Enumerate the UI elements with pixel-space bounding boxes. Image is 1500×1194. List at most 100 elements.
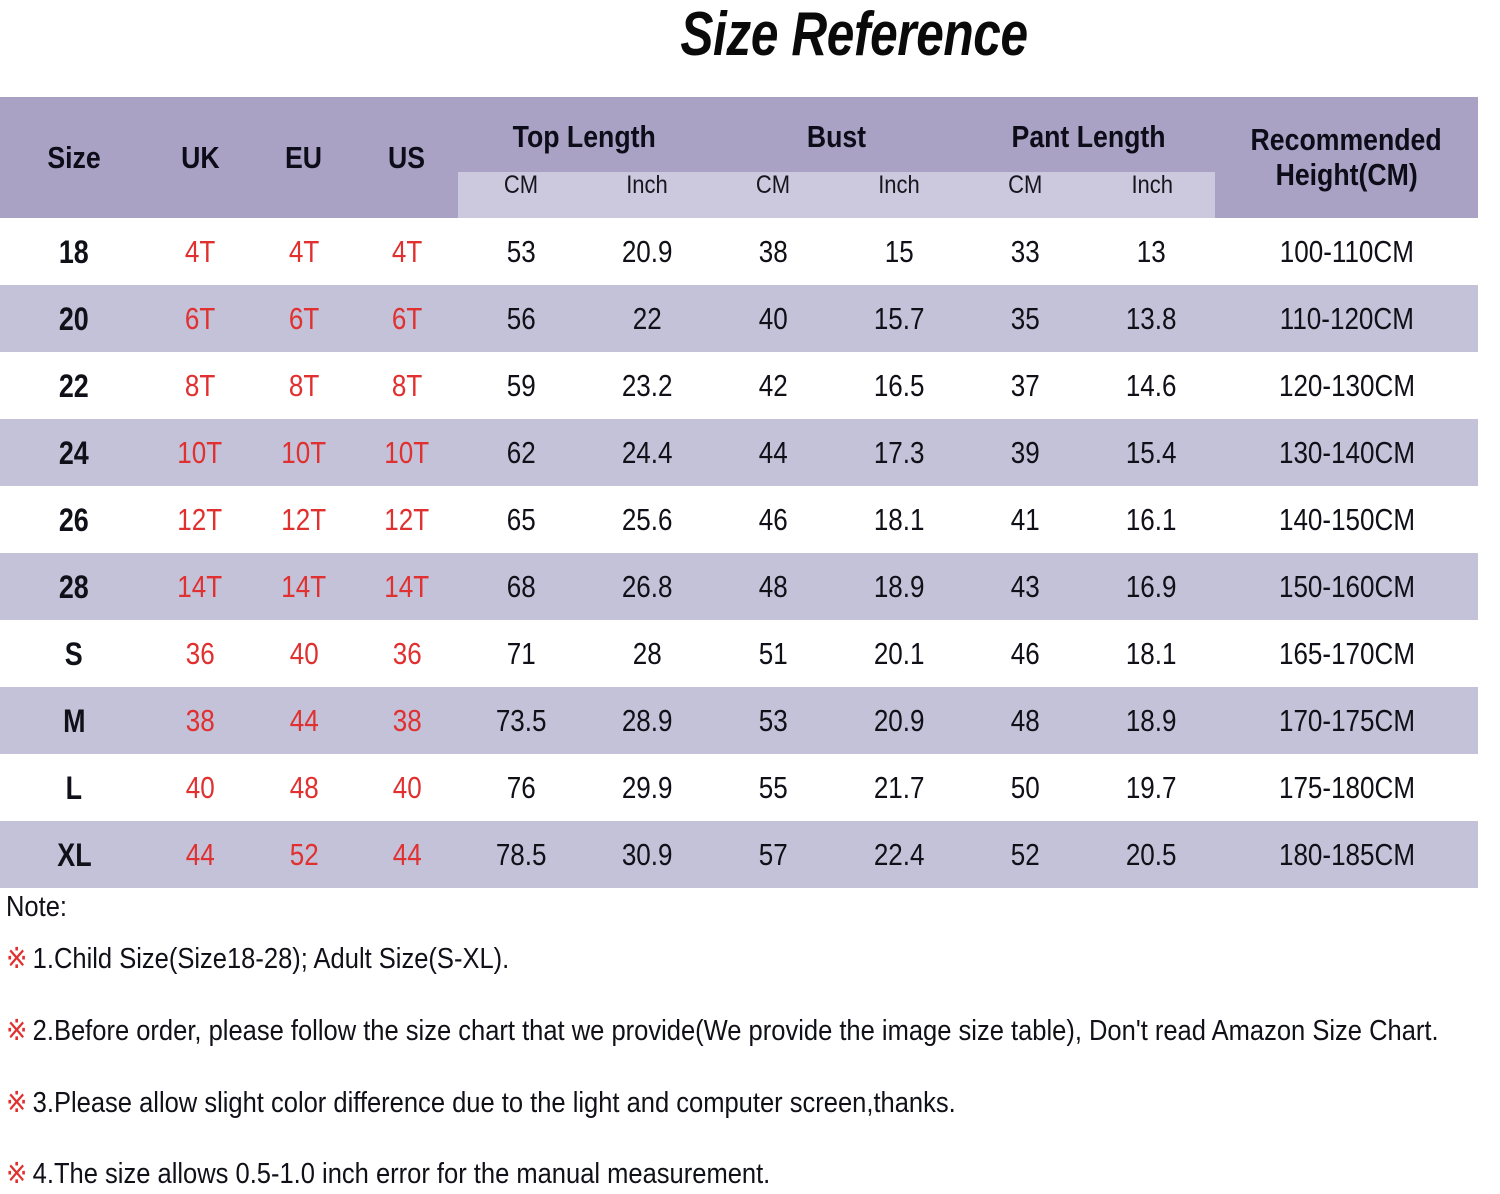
table-row: 18 4T 4T 4T 53 20.9 38 15 33 13 100-110CM	[0, 218, 1478, 285]
cell-bust-inch: 17.3	[873, 434, 925, 470]
size-reference-table: Size UK EU US Top Length CM Inch	[0, 97, 1478, 888]
cell-bust-cm: 40	[758, 300, 788, 336]
cell-bust: 46 18.1	[710, 502, 962, 538]
cell-pant-length-inch: 20.5	[1125, 836, 1177, 872]
cell-eu: 10T	[281, 435, 327, 470]
cell-recommended-height: 120-130CM	[1278, 368, 1415, 403]
cell-top-length-cm: 73.5	[495, 702, 547, 738]
cell-recommended-height: 180-185CM	[1278, 837, 1415, 872]
cell-top-length-inch: 29.9	[621, 769, 673, 805]
cell-bust-inch: 16.5	[873, 367, 925, 403]
cell-pant-length-cm: 39	[1010, 434, 1040, 470]
cell-bust-inch: 22.4	[873, 836, 925, 872]
cell-eu: 6T	[288, 301, 320, 336]
header-us: US	[388, 139, 426, 175]
header-recommended-height: Recommended Height(CM)	[1250, 121, 1443, 192]
cell-bust: 53 20.9	[710, 703, 962, 739]
cell-bust: 38 15	[710, 234, 962, 270]
cell-pant-length-inch: 18.1	[1125, 635, 1177, 671]
cell-pant-length: 39 15.4	[962, 435, 1215, 471]
header-pant-length-cm: CM	[1008, 171, 1043, 199]
cell-top-length-inch: 22	[632, 300, 662, 336]
cell-top-length: 71 28	[458, 636, 710, 672]
cell-top-length: 73.5 28.9	[458, 703, 710, 739]
cell-recommended-height: 175-180CM	[1278, 770, 1415, 805]
table-row: 20 6T 6T 6T 56 22 40 15.7 35 13.8 110-120CM	[0, 285, 1478, 352]
cell-bust-cm: 48	[758, 568, 788, 604]
cell-us: 14T	[384, 569, 430, 604]
cell-pant-length: 48 18.9	[962, 703, 1215, 739]
cell-pant-length-inch: 19.7	[1125, 769, 1177, 805]
cell-top-length-cm: 53	[506, 233, 536, 269]
header-eu: EU	[285, 139, 323, 175]
cell-bust-cm: 57	[758, 836, 788, 872]
cell-pant-length-cm: 33	[1010, 233, 1040, 269]
cell-pant-length-cm: 46	[1010, 635, 1040, 671]
note-item: ※ 4.The size allows 0.5-1.0 inch error fo…	[6, 1156, 1317, 1194]
cell-uk: 12T	[177, 502, 223, 537]
cell-us: 36	[392, 636, 422, 671]
note-text: 2.Before order, please follow the size c…	[32, 1014, 1439, 1047]
cell-us: 12T	[384, 502, 430, 537]
cell-eu: 14T	[281, 569, 327, 604]
cell-top-length: 53 20.9	[458, 234, 710, 270]
cell-eu: 48	[289, 770, 319, 805]
cell-top-length: 59 23.2	[458, 368, 710, 404]
cell-pant-length: 35 13.8	[962, 301, 1215, 337]
cell-bust-cm: 46	[758, 501, 788, 537]
cell-top-length: 62 24.4	[458, 435, 710, 471]
cell-top-length: 65 25.6	[458, 502, 710, 538]
cell-eu: 4T	[288, 234, 320, 269]
cell-bust-cm: 42	[758, 367, 788, 403]
cell-eu: 12T	[281, 502, 327, 537]
cell-bust: 44 17.3	[710, 435, 962, 471]
cell-top-length: 76 29.9	[458, 770, 710, 806]
cell-uk: 40	[185, 770, 215, 805]
cell-us: 8T	[391, 368, 423, 403]
cell-top-length-inch: 23.2	[621, 367, 673, 403]
cell-bust-cm: 44	[758, 434, 788, 470]
reference-mark-icon: ※	[6, 941, 28, 976]
cell-bust-inch: 20.9	[873, 702, 925, 738]
cell-size: 28	[59, 568, 89, 605]
cell-pant-length-inch: 15.4	[1125, 434, 1177, 470]
cell-pant-length-inch: 13	[1136, 233, 1166, 269]
cell-size: L	[65, 769, 83, 806]
cell-uk: 36	[185, 636, 215, 671]
cell-eu: 44	[289, 703, 319, 738]
cell-pant-length: 37 14.6	[962, 368, 1215, 404]
cell-size: 20	[59, 300, 89, 337]
note-item: ※ 3.Please allow slight color difference …	[6, 1085, 1317, 1123]
cell-bust-inch: 15	[884, 233, 914, 269]
cell-bust-inch: 21.7	[873, 769, 925, 805]
cell-top-length-cm: 65	[506, 501, 536, 537]
cell-pant-length-cm: 50	[1010, 769, 1040, 805]
cell-pant-length: 41 16.1	[962, 502, 1215, 538]
note-text: 3.Please allow slight color difference d…	[32, 1086, 956, 1119]
cell-bust-inch: 18.1	[873, 501, 925, 537]
cell-pant-length: 46 18.1	[962, 636, 1215, 672]
cell-top-length-inch: 28.9	[621, 702, 673, 738]
cell-top-length-inch: 20.9	[621, 233, 673, 269]
cell-recommended-height: 150-160CM	[1278, 569, 1415, 604]
cell-size: 22	[59, 367, 89, 404]
note-text: 1.Child Size(Size18-28); Adult Size(S-XL…	[32, 943, 510, 976]
table-row: 24 10T 10T 10T 62 24.4 44 17.3 39 15.4 130-140CM	[0, 419, 1478, 486]
cell-top-length-cm: 68	[506, 568, 536, 604]
cell-us: 38	[392, 703, 422, 738]
cell-recommended-height: 170-175CM	[1278, 703, 1415, 738]
cell-top-length-cm: 62	[506, 434, 536, 470]
cell-bust-cm: 53	[758, 702, 788, 738]
cell-pant-length-inch: 16.1	[1125, 501, 1177, 537]
header-pant-length: Pant Length CM Inch	[962, 97, 1215, 218]
cell-top-length-inch: 25.6	[621, 501, 673, 537]
cell-top-length: 78.5 30.9	[458, 837, 710, 873]
cell-pant-length: 52 20.5	[962, 837, 1215, 873]
note-item: ※ 2.Before order, please follow the size …	[6, 1013, 1439, 1051]
cell-recommended-height: 100-110CM	[1279, 234, 1414, 269]
cell-bust-cm: 38	[758, 233, 788, 269]
cell-pant-length: 43 16.9	[962, 569, 1215, 605]
header-uk: UK	[180, 139, 220, 175]
cell-bust: 57 22.4	[710, 837, 962, 873]
cell-pant-length-inch: 16.9	[1125, 568, 1177, 604]
